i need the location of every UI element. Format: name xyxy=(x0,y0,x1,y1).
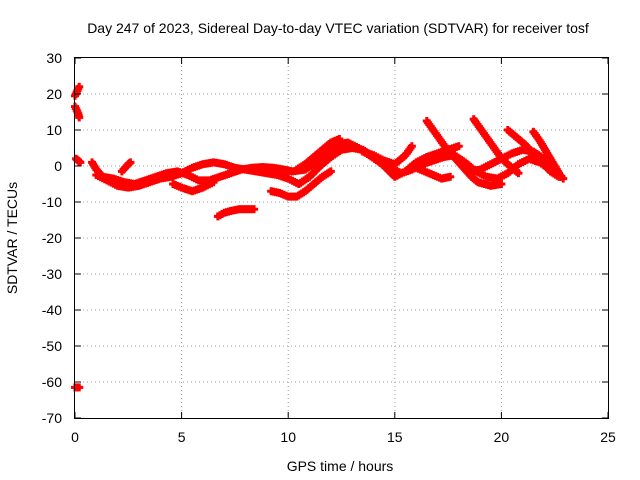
gridlines xyxy=(75,58,608,418)
y-tick-label: -40 xyxy=(42,302,62,318)
x-tick-label: 20 xyxy=(494,429,510,445)
series-arc-c xyxy=(72,154,85,167)
series-arc-h xyxy=(117,158,135,176)
x-axis-label: GPS time / hours xyxy=(287,458,394,474)
series-arc-l xyxy=(358,142,416,169)
y-tick-label: 10 xyxy=(46,122,62,138)
y-tick-label: -70 xyxy=(42,410,62,426)
x-tick-label: 5 xyxy=(178,429,186,445)
data-series xyxy=(71,82,568,392)
x-tick-label: 10 xyxy=(280,429,296,445)
x-tick-label: 15 xyxy=(387,429,403,445)
y-tick-label: 30 xyxy=(46,50,62,66)
y-tick-label: 20 xyxy=(46,86,62,102)
y-tick-label: -20 xyxy=(42,230,62,246)
y-axis-label: SDTVAR / TECUs xyxy=(4,182,20,294)
series-arc-r xyxy=(529,127,563,178)
series-arc-i xyxy=(213,205,259,221)
series-arc-q xyxy=(503,126,563,181)
x-tick-label: 0 xyxy=(71,429,79,445)
y-tick-label: -50 xyxy=(42,338,62,354)
y-tick-label: -10 xyxy=(42,194,62,210)
series-arc-k xyxy=(292,135,344,174)
x-axis-ticks: 0 5 10 15 20 25 xyxy=(71,58,616,445)
y-tick-label: -30 xyxy=(42,266,62,282)
series-arc-f xyxy=(92,142,463,192)
y-tick-label: -60 xyxy=(42,374,62,390)
y-axis-ticks: 30 20 10 0 -10 -20 -30 -40 -50 -60 -70 xyxy=(42,50,608,426)
series-arc-g xyxy=(169,178,218,196)
series-arc-j xyxy=(267,167,335,201)
plot-frame xyxy=(74,57,609,419)
y-tick-label: 0 xyxy=(54,158,62,174)
x-tick-label: 25 xyxy=(600,429,616,445)
series-arc-n xyxy=(412,163,455,183)
chart-title: Day 247 of 2023, Sidereal Day-to-day VTE… xyxy=(87,20,589,36)
